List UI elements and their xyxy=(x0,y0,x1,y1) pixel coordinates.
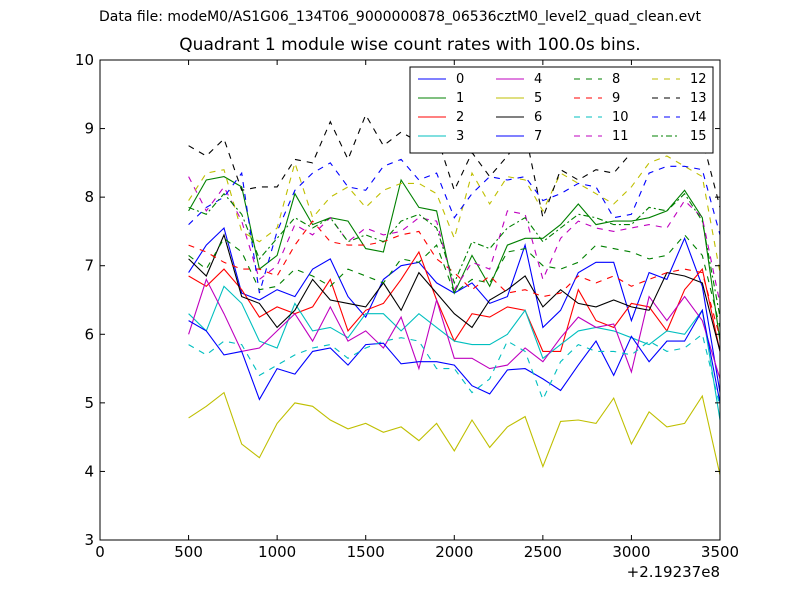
x-tick-label: 500 xyxy=(174,543,203,561)
x-tick-label: 0 xyxy=(95,543,105,561)
y-tick-label: 10 xyxy=(75,51,94,69)
plot-frame xyxy=(99,59,721,541)
series-line-6 xyxy=(188,233,720,352)
series-line-0 xyxy=(188,226,720,393)
series-line-4 xyxy=(188,277,720,380)
chart-title: Quadrant 1 module wise count rates with … xyxy=(179,35,641,55)
legend-label-0: 0 xyxy=(456,72,464,87)
series-line-5 xyxy=(188,391,720,476)
legend-label-2: 2 xyxy=(456,110,464,125)
legend-label-10: 10 xyxy=(612,110,629,125)
y-tick-label: 9 xyxy=(84,120,94,138)
y-tick-label: 7 xyxy=(84,257,94,275)
x-tick-label: 2000 xyxy=(435,543,473,561)
legend-box xyxy=(409,66,714,154)
y-tick-label: 8 xyxy=(84,188,94,206)
series-line-12 xyxy=(188,155,720,273)
y-tick-label: 3 xyxy=(84,531,94,549)
series-line-9 xyxy=(188,220,720,338)
series-line-11 xyxy=(188,176,720,304)
x-tick-label: 1000 xyxy=(258,543,296,561)
legend-label-15: 15 xyxy=(690,129,707,144)
legend-label-1: 1 xyxy=(456,91,464,106)
x-tick-label: 1500 xyxy=(347,543,385,561)
y-tick-label: 6 xyxy=(84,325,94,343)
legend-label-6: 6 xyxy=(534,110,542,125)
series-line-15 xyxy=(188,192,720,318)
legend-label-8: 8 xyxy=(612,72,620,87)
x-tick-label: 3500 xyxy=(701,543,739,561)
x-tick-label: 3000 xyxy=(612,543,650,561)
legend-label-11: 11 xyxy=(612,129,629,144)
series-line-3 xyxy=(188,285,720,421)
x-offset-text: +2.19237e8 xyxy=(627,563,720,581)
y-tick-label: 4 xyxy=(84,462,94,480)
legend-label-3: 3 xyxy=(456,129,464,144)
figure-suptitle: Data file: modeM0/AS1G06_134T06_90000008… xyxy=(99,9,701,25)
plot-lines xyxy=(188,113,720,476)
legend-label-12: 12 xyxy=(690,72,707,87)
legend-label-4: 4 xyxy=(534,72,542,87)
legend-label-5: 5 xyxy=(534,91,542,106)
legend-label-7: 7 xyxy=(534,129,542,144)
legend-label-14: 14 xyxy=(690,110,707,125)
y-tick-label: 5 xyxy=(84,394,94,412)
series-line-14 xyxy=(188,158,720,294)
x-tick-label: 2500 xyxy=(524,543,562,561)
legend-label-9: 9 xyxy=(612,91,620,106)
series-line-1 xyxy=(188,176,720,342)
legend-label-13: 13 xyxy=(690,91,707,106)
series-line-7 xyxy=(188,308,720,404)
